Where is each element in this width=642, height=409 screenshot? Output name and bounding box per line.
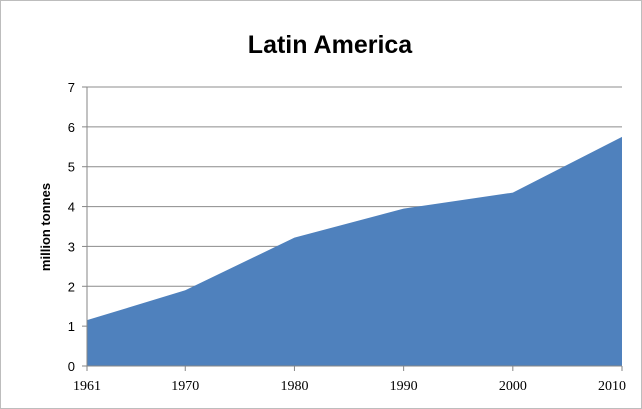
y-tick-label-7: 7 — [68, 80, 75, 95]
area-series-0-fill — [87, 136, 622, 366]
x-tick-label-1970: 1970 — [171, 379, 199, 394]
y-tick-label-1: 1 — [68, 319, 75, 334]
y-axis-ticks: 0 1 2 3 4 5 6 7 — [68, 80, 75, 374]
y-axis-label: million tonnes — [38, 183, 53, 271]
chart-title: Latin America — [248, 31, 414, 59]
x-tick-label-2000: 2000 — [499, 379, 527, 394]
y-tick-label-5: 5 — [68, 160, 75, 175]
area-series — [87, 136, 622, 366]
y-tick-label-2: 2 — [68, 279, 75, 294]
y-tick-label-4: 4 — [68, 200, 75, 215]
x-tick-label-1961: 1961 — [73, 379, 101, 394]
x-tick-label-2010: 2010 — [598, 379, 626, 394]
x-axis-ticks: 1961 1970 1980 1990 2000 2010 — [73, 379, 626, 394]
y-tick-label-0: 0 — [68, 359, 75, 374]
x-tick-label-1990: 1990 — [390, 379, 418, 394]
axes — [82, 86, 623, 371]
y-tick-label-6: 6 — [68, 120, 75, 135]
x-tick-label-1980: 1980 — [280, 379, 308, 394]
y-tick-label-3: 3 — [68, 239, 75, 254]
